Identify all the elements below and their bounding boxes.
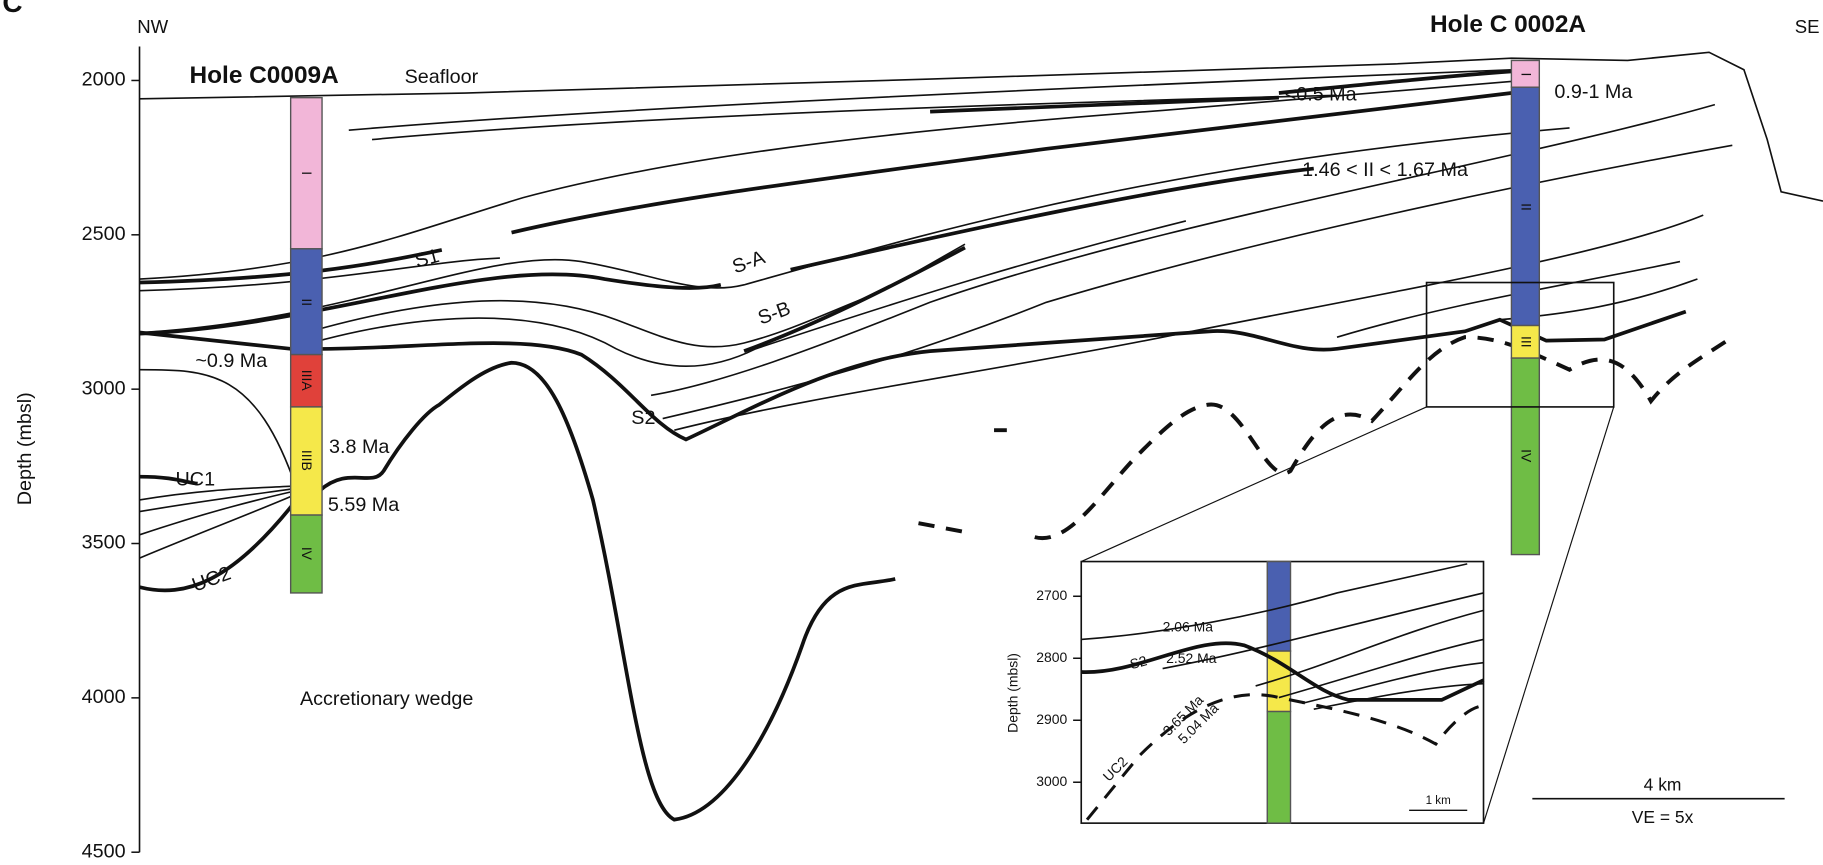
inset: 2.06 Ma S2 2.52 Ma 3.65 Ma 5.04 Ma UC2 1…: [1004, 562, 1483, 824]
page: {"panel_label": "C", "directions": {"lef…: [0, 0, 1823, 865]
y-tick-label: 2500: [82, 223, 126, 245]
unit-label: III: [1519, 336, 1535, 348]
y-tick-label: 3500: [82, 532, 126, 554]
annotation: Accretionary wedge: [300, 688, 473, 710]
annotation: 1.46 < II < 1.67 Ma: [1302, 159, 1468, 181]
inset-scale: 1 km: [1426, 794, 1451, 807]
annotation: S2: [631, 407, 655, 429]
annotation: S-A: [729, 246, 768, 278]
y-tick-label: 3000: [82, 377, 126, 399]
annotation: S-B: [755, 298, 793, 330]
annotation: 5.59 Ma: [328, 494, 399, 516]
y-tick-label: 3000: [1036, 773, 1067, 789]
hole-c0002a-column: I II III IV: [1511, 60, 1539, 554]
hole-title: Hole C0009A: [190, 62, 339, 89]
y-tick-label: 2000: [82, 69, 126, 91]
direction: SE: [1795, 16, 1820, 37]
scale-bar: 4 km VE = 5x: [1532, 775, 1784, 828]
unit-label: IIIB: [299, 450, 315, 471]
annotation: Seafloor: [405, 66, 479, 88]
cross-section: C NW SE Hole C0009A Hole C 0002A: [0, 0, 1823, 865]
hole-title: Hole C 0002A: [1430, 11, 1586, 38]
annotation: 0.9-1 Ma: [1554, 81, 1632, 103]
unit-label: IV: [1519, 449, 1535, 463]
unit-label: II: [299, 298, 315, 306]
annotation: UC2: [189, 562, 234, 596]
axis-title: Depth (mbsl): [14, 392, 36, 505]
y-tick-label: 2700: [1036, 587, 1067, 603]
inset-axis-title: Depth (mbsl): [1004, 653, 1020, 733]
annotation: 3.8 Ma: [329, 436, 389, 458]
scale-ve: VE = 5x: [1632, 807, 1694, 827]
inset-annotation: 2.06 Ma: [1163, 619, 1214, 635]
annotation: ~0.9 Ma: [195, 350, 267, 372]
inset-annotation: 2.52 Ma: [1166, 650, 1217, 666]
hole-c0009a-column: I II IIIA IIIB IV: [291, 98, 322, 593]
direction: NW: [137, 16, 168, 37]
annotation: UC1: [176, 468, 216, 490]
scale-length: 4 km: [1644, 775, 1682, 795]
annotation: <0.5 Ma: [1285, 84, 1357, 106]
panel-label: C: [2, 0, 22, 18]
unit-label: I: [299, 171, 315, 175]
y-tick-label: 2900: [1036, 711, 1067, 727]
unit-label: II: [1519, 203, 1535, 211]
unit-label: IV: [299, 547, 315, 561]
unit-label: IIIA: [299, 370, 315, 392]
main-axis: Depth (mbsl) 2000 2500 3000 3500 4000 4500: [14, 47, 140, 863]
unit-label: I: [1519, 72, 1535, 76]
y-tick-label: 2800: [1036, 649, 1067, 665]
y-tick-label: 4000: [82, 686, 126, 708]
y-tick-label: 4500: [82, 840, 126, 862]
